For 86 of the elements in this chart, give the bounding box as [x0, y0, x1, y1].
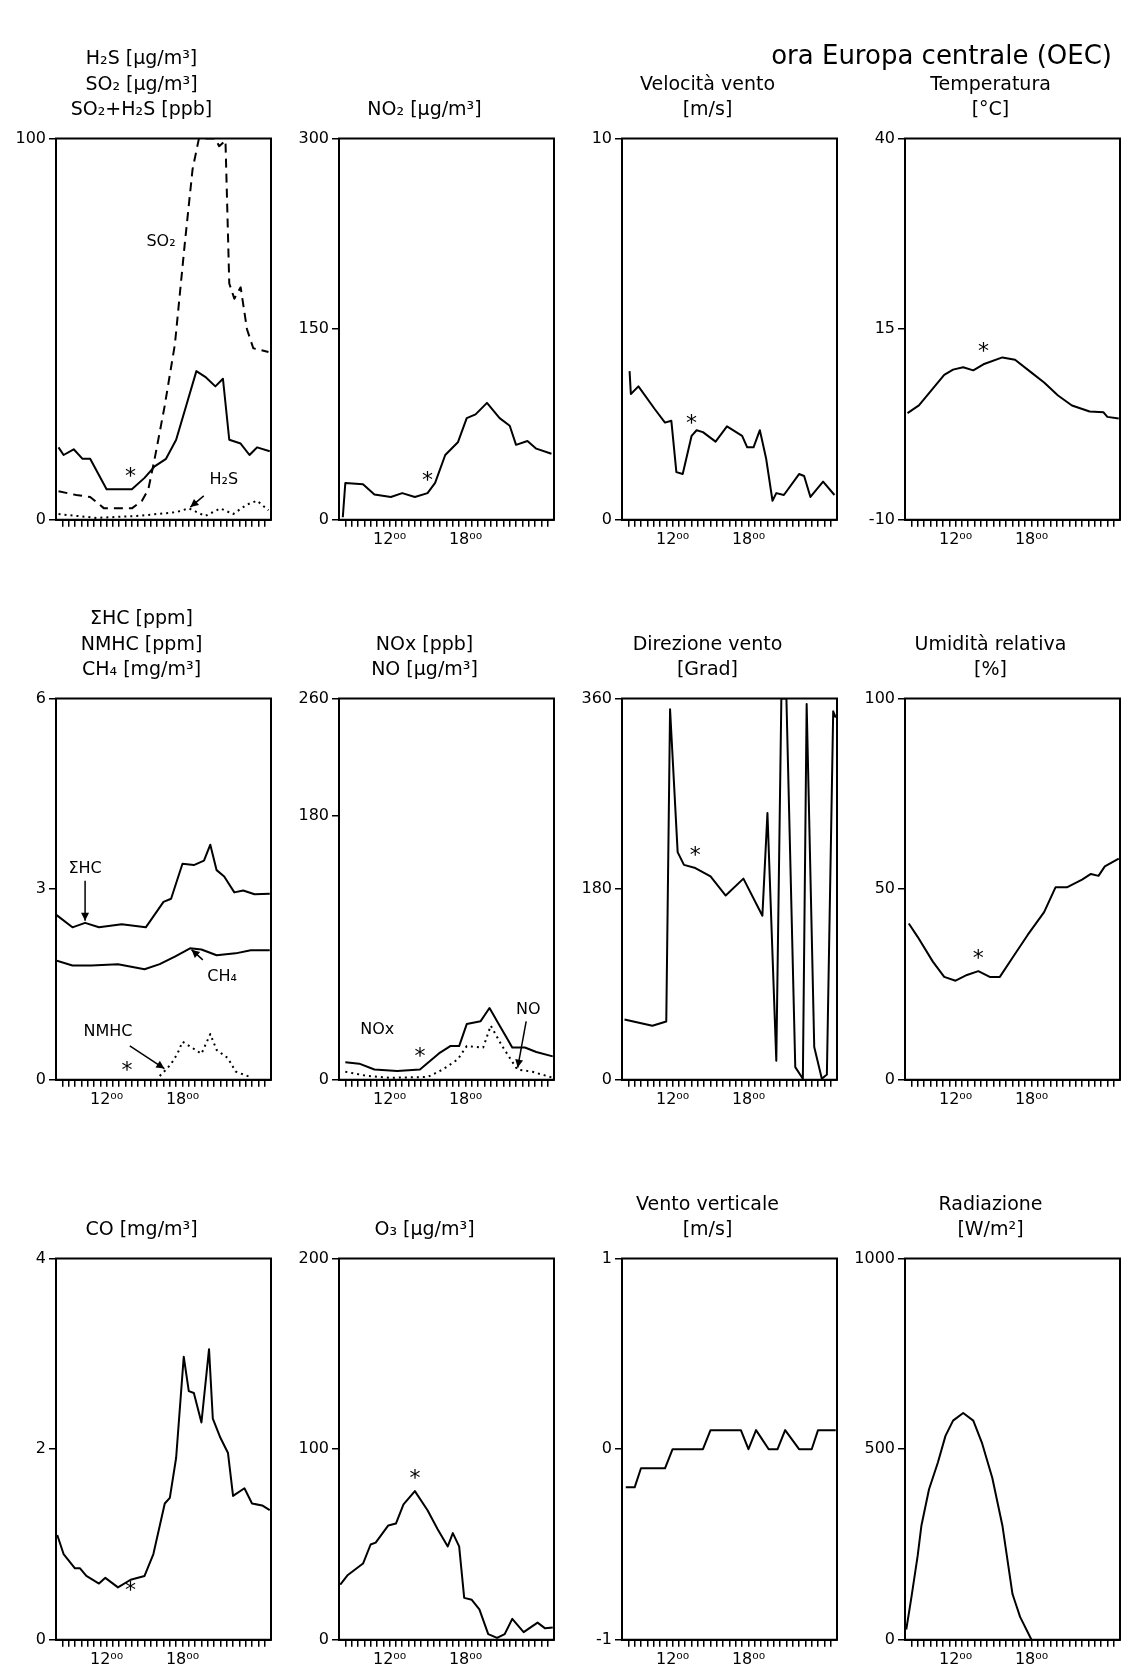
- annotation: *: [686, 409, 698, 435]
- chart-title: Radiazione [W/m²]: [937, 1190, 1044, 1242]
- annotation: *: [972, 944, 984, 970]
- y-tick-label: 100: [864, 687, 895, 707]
- chart-title: O₃ [µg/m³]: [373, 1216, 476, 1242]
- series-label: NO: [516, 998, 541, 1018]
- x-tick-label: 18⁰⁰: [165, 1648, 200, 1668]
- chart-title: CO [mg/m³]: [84, 1216, 199, 1242]
- y-tick-label: 0: [318, 1628, 329, 1648]
- y-tick-label: 260: [298, 687, 329, 707]
- x-tick-label: 12⁰⁰: [655, 1648, 690, 1668]
- text: NMHC: [83, 1020, 133, 1040]
- chart-title: Velocità vento [m/s]: [639, 71, 776, 120]
- annotation: *: [121, 1056, 133, 1082]
- y-tick-label: 0: [35, 508, 46, 528]
- series-label: SO₂: [146, 230, 176, 250]
- x-tick-label: 12⁰⁰: [89, 1088, 124, 1108]
- y-tick-label: 6: [35, 687, 46, 707]
- chart-title: ΣHC [ppm] NMHC [ppm] CH₄ [mg/m³]: [79, 605, 204, 682]
- y-tick-label: 500: [864, 1438, 895, 1458]
- y-tick-label: 10: [591, 127, 612, 147]
- y-tick-label: 0: [884, 1068, 895, 1088]
- y-tick-label: 0: [601, 508, 612, 528]
- y-tick-label: 0: [601, 1068, 612, 1088]
- x-tick-label: 18⁰⁰: [448, 528, 483, 548]
- annotation: *: [125, 1577, 137, 1603]
- chart-title: Umidità relativa [%]: [913, 630, 1068, 682]
- chart-title: H₂S [µg/m³] SO₂ [µg/m³] SO₂+H₂S [ppb]: [69, 45, 214, 122]
- legend-label: CH₄: [207, 966, 237, 986]
- y-tick-label: 100: [298, 1438, 329, 1458]
- x-tick-label: 18⁰⁰: [1014, 1648, 1049, 1668]
- y-tick-label: 1000: [854, 1247, 895, 1267]
- annotation: *: [689, 841, 701, 867]
- y-tick-label: -10: [868, 508, 895, 528]
- x-tick-label: 12⁰⁰: [655, 528, 690, 548]
- x-tick-label: 18⁰⁰: [731, 1088, 766, 1108]
- chart-title: Temperatura [°C]: [930, 71, 1051, 120]
- annotation: *: [977, 337, 989, 363]
- x-tick-label: 12⁰⁰: [89, 1648, 124, 1668]
- chart-title: Direzione vento [Grad]: [631, 630, 784, 682]
- y-tick-label: 180: [581, 878, 612, 898]
- y-tick-label: 2: [35, 1438, 46, 1458]
- x-tick-label: 18⁰⁰: [165, 1088, 200, 1108]
- y-tick-label: 0: [35, 1068, 46, 1088]
- x-tick-label: 12⁰⁰: [938, 1648, 973, 1668]
- y-tick-label: 180: [298, 805, 329, 825]
- y-tick-label: 0: [884, 1628, 895, 1648]
- y-tick-label: 100: [15, 127, 46, 147]
- x-tick-label: 12⁰⁰: [938, 1088, 973, 1108]
- chart-title: NO₂ [µg/m³]: [366, 96, 483, 122]
- y-tick-label: 300: [298, 127, 329, 147]
- text: ΣHC: [68, 858, 102, 878]
- y-tick-label: 4: [35, 1247, 46, 1267]
- x-tick-label: 18⁰⁰: [731, 1648, 766, 1668]
- text: ora Europa centrale (OEC): [771, 40, 1112, 70]
- y-tick-label: 200: [298, 1247, 329, 1267]
- y-tick-label: 0: [601, 1438, 612, 1458]
- y-tick-label: 360: [581, 687, 612, 707]
- y-tick-label: 15: [874, 318, 895, 338]
- y-tick-label: 3: [35, 878, 46, 898]
- series-label: NOx: [360, 1018, 395, 1038]
- annotation: *: [125, 463, 137, 489]
- x-tick-label: 12⁰⁰: [372, 1088, 407, 1108]
- x-tick-label: 18⁰⁰: [448, 1648, 483, 1668]
- series-label: H₂S: [209, 468, 239, 488]
- x-tick-label: 18⁰⁰: [1014, 528, 1049, 548]
- annotation: *: [422, 466, 434, 492]
- x-tick-label: 18⁰⁰: [1014, 1088, 1049, 1108]
- chart-title: Vento verticale [m/s]: [635, 1190, 780, 1242]
- x-tick-label: 18⁰⁰: [448, 1088, 483, 1108]
- x-tick-label: 12⁰⁰: [372, 528, 407, 548]
- y-tick-label: 1: [601, 1247, 612, 1267]
- y-tick-label: 0: [318, 508, 329, 528]
- annotation: *: [414, 1043, 426, 1069]
- y-tick-label: 0: [35, 1628, 46, 1648]
- y-tick-label: 50: [874, 878, 895, 898]
- y-tick-label: 150: [298, 318, 329, 338]
- x-tick-label: 12⁰⁰: [938, 528, 973, 548]
- y-tick-label: -1: [596, 1628, 612, 1648]
- x-tick-label: 12⁰⁰: [655, 1088, 690, 1108]
- x-tick-label: 18⁰⁰: [731, 528, 766, 548]
- chart-title: NOx [ppb] NO [µg/m³]: [370, 630, 479, 682]
- y-tick-label: 0: [318, 1068, 329, 1088]
- x-tick-label: 12⁰⁰: [372, 1648, 407, 1668]
- y-tick-label: 40: [874, 127, 895, 147]
- annotation: *: [409, 1464, 421, 1490]
